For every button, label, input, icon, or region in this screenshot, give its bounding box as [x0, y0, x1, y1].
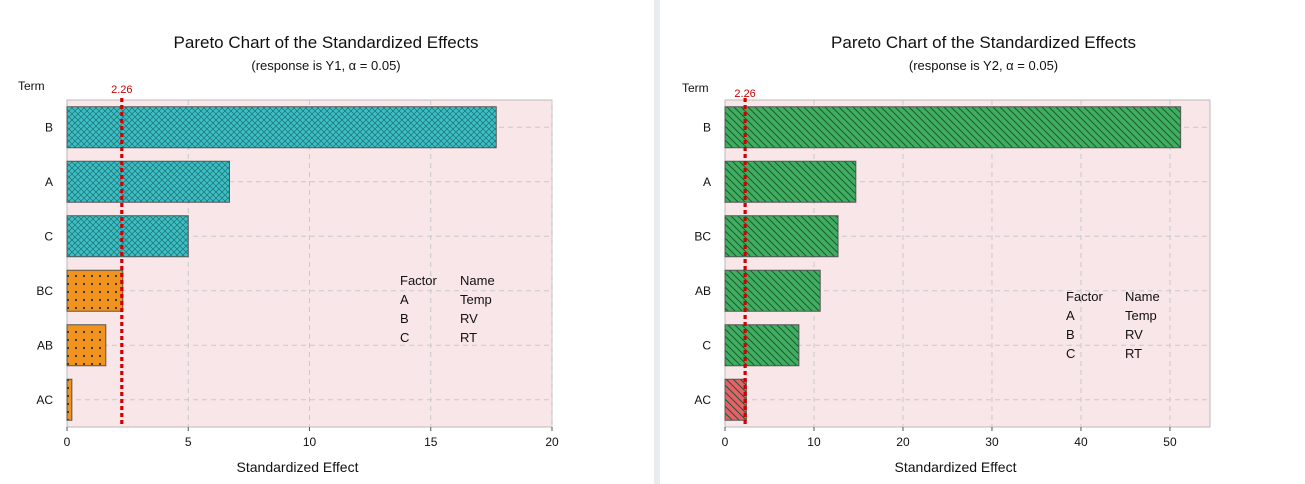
- bar-ab: [724, 269, 821, 312]
- legend-header-name: Name: [460, 273, 495, 288]
- legend-name-c: RT: [1125, 346, 1142, 361]
- legend-name-c: RT: [460, 330, 477, 345]
- bar-ab: [66, 324, 107, 367]
- term-label-b: B: [703, 120, 711, 134]
- x-tick-label: 0: [64, 435, 71, 449]
- legend-name-a: Temp: [1125, 308, 1157, 323]
- term-label-a: A: [703, 175, 711, 189]
- chart-subtitle: (response is Y1, α = 0.05): [251, 58, 400, 73]
- bar-bc: [66, 269, 124, 312]
- bar-bc: [724, 215, 839, 258]
- legend-factor-a: A: [1066, 308, 1075, 323]
- x-tick-label: 0: [722, 435, 729, 449]
- x-tick-label: 20: [896, 435, 910, 449]
- bar-c: [66, 215, 189, 258]
- pareto-chart-y2: Pareto Chart of the Standardized Effects…: [682, 33, 1211, 475]
- x-tick-label: 50: [1163, 435, 1177, 449]
- term-label-ab: AB: [37, 338, 53, 352]
- legend-header-name: Name: [1125, 289, 1160, 304]
- x-tick-label: 10: [303, 435, 317, 449]
- factor-legend: Factor Name A Temp B RV C RT: [400, 273, 495, 345]
- legend-header-factor: Factor: [1066, 289, 1104, 304]
- legend-factor-a: A: [400, 292, 409, 307]
- bar-b: [724, 106, 1182, 149]
- x-tick-label: 5: [185, 435, 192, 449]
- bar-ac: [66, 378, 73, 421]
- pareto-chart-y1: Pareto Chart of the Standardized Effects…: [18, 33, 559, 475]
- legend-factor-c: C: [1066, 346, 1075, 361]
- chart-panel-y1: Pareto Chart of the Standardized Effects…: [0, 0, 652, 484]
- x-tick-label: 15: [424, 435, 438, 449]
- factor-legend: Factor Name A Temp B RV C RT: [1066, 289, 1160, 361]
- legend-factor-b: B: [400, 311, 409, 326]
- bar-a: [66, 160, 230, 203]
- chart-title: Pareto Chart of the Standardized Effects: [831, 33, 1136, 52]
- legend-factor-b: B: [1066, 327, 1075, 342]
- x-tick-label: 30: [985, 435, 999, 449]
- bar-a: [724, 160, 857, 203]
- bar-c: [724, 324, 800, 367]
- x-tick-label: 40: [1074, 435, 1088, 449]
- chart-panel-y2: Pareto Chart of the Standardized Effects…: [662, 0, 1305, 484]
- term-label-ac: AC: [694, 393, 711, 407]
- term-label-bc: BC: [694, 229, 711, 243]
- bar-b: [66, 106, 497, 149]
- x-axis-label: Standardized Effect: [237, 459, 359, 475]
- term-label-b: B: [45, 120, 53, 134]
- y-axis-label: Term: [682, 81, 709, 95]
- reference-line-label: 2.26: [111, 84, 132, 96]
- chart-title: Pareto Chart of the Standardized Effects: [174, 33, 479, 52]
- term-label-ab: AB: [695, 284, 711, 298]
- y-axis-label: Term: [18, 79, 45, 93]
- term-label-c: C: [702, 338, 711, 352]
- bar-ac: [724, 378, 747, 421]
- legend-name-a: Temp: [460, 292, 492, 307]
- legend-name-b: RV: [460, 311, 478, 326]
- panel-divider: [654, 0, 660, 484]
- term-label-a: A: [45, 175, 53, 189]
- chart-subtitle: (response is Y2, α = 0.05): [909, 58, 1058, 73]
- term-label-bc: BC: [36, 284, 53, 298]
- x-axis-label: Standardized Effect: [895, 459, 1017, 475]
- reference-line-label: 2.26: [734, 88, 755, 100]
- legend-name-b: RV: [1125, 327, 1143, 342]
- legend-header-factor: Factor: [400, 273, 438, 288]
- plot-area: [724, 99, 1211, 428]
- x-tick-label: 10: [807, 435, 821, 449]
- legend-factor-c: C: [400, 330, 409, 345]
- term-label-ac: AC: [36, 393, 53, 407]
- term-label-c: C: [44, 229, 53, 243]
- x-tick-label: 20: [545, 435, 559, 449]
